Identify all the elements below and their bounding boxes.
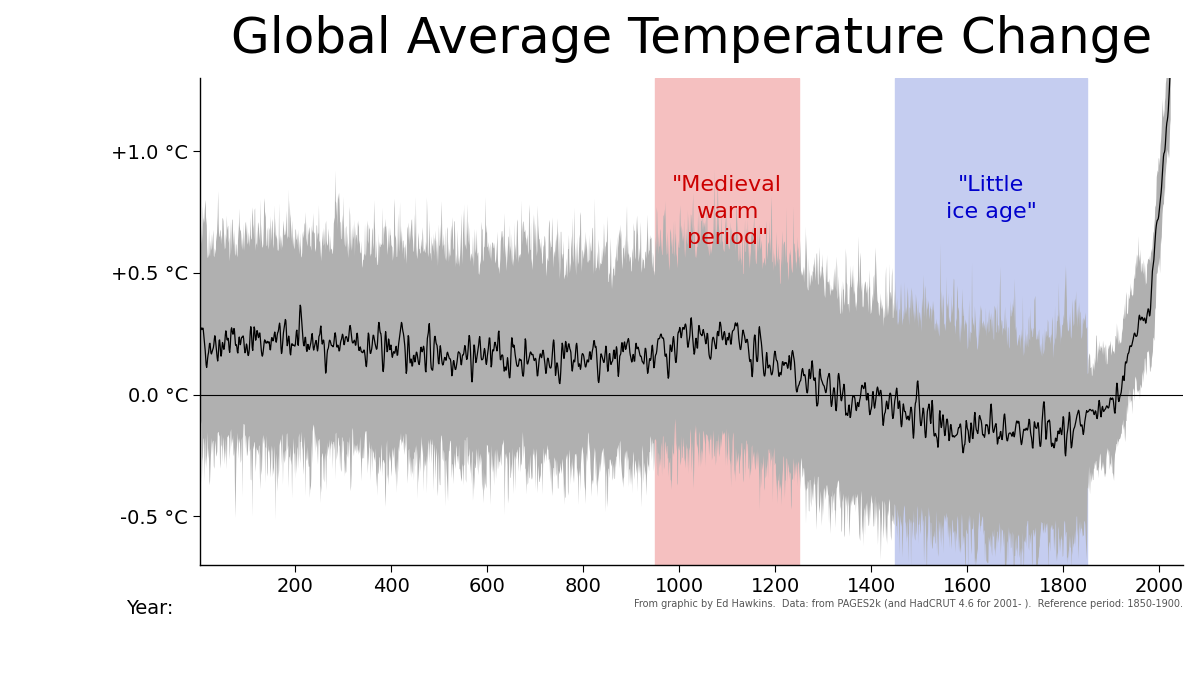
Text: From graphic by Ed Hawkins.  Data: from PAGES2k (and HadCRUT 4.6 for 2001- ).  R: From graphic by Ed Hawkins. Data: from P… [634,599,1183,609]
Title: Global Average Temperature Change: Global Average Temperature Change [230,15,1152,63]
Text: "Medieval
warm
period": "Medieval warm period" [672,175,782,248]
Bar [895,78,1087,565]
Text: Year:: Year: [126,599,174,618]
Text: "Little
ice age": "Little ice age" [946,175,1037,222]
Bar [655,78,799,565]
